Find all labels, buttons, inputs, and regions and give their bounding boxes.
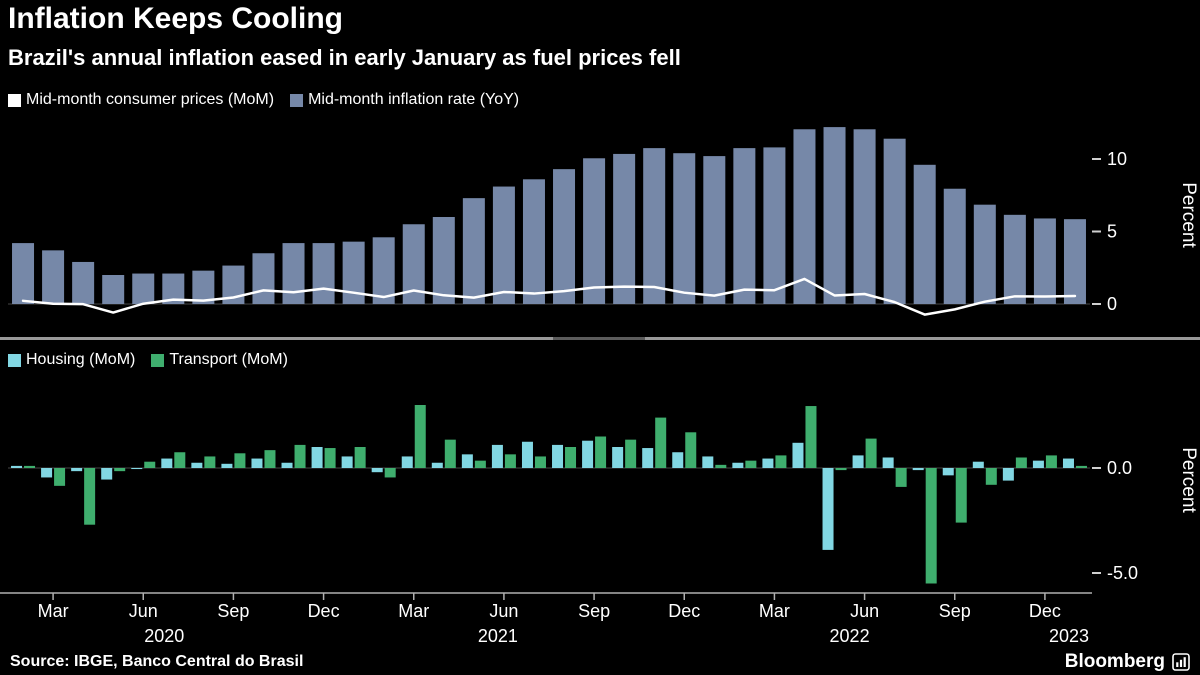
svg-text:Mar: Mar [398,601,429,621]
svg-text:Dec: Dec [308,601,340,621]
svg-text:0.0: 0.0 [1107,458,1132,478]
svg-text:Jun: Jun [489,601,518,621]
legend-label-consumer-prices: Mid-month consumer prices (MoM) [26,91,275,108]
svg-text:Mar: Mar [759,601,790,621]
svg-text:Percent: Percent [1178,447,1199,513]
divider-handle [553,337,645,340]
page-subtitle: Brazil's annual inflation eased in early… [8,45,681,70]
legend-swatch-transport [151,353,165,367]
bloomberg-terminal-icon [1172,652,1190,671]
chart-divider [0,337,1200,340]
legend-swatch-housing [8,353,21,367]
legend-swatch-consumer-prices [8,93,21,107]
legend-label-transport: Transport (MoM) [169,351,288,368]
svg-text:2022: 2022 [830,626,870,646]
bloomberg-wordmark: Bloomberg [1064,650,1165,672]
bloomberg-logo: Bloomberg [1065,651,1190,673]
legend-label-housing: Housing (MoM) [26,351,136,368]
svg-text:Jun: Jun [850,601,879,621]
svg-text:Sep: Sep [217,601,249,621]
housing-transport-bar-chart: 0.0 -5.0 Percent Mar Jun Sep Dec Mar Jun Sep Dec Ma… [0,405,1199,646]
svg-text:Mar: Mar [38,601,69,621]
svg-text:-5.0: -5.0 [1107,563,1138,583]
source-note: Source: IBGE, Banco Central do Brasil [10,652,304,670]
svg-text:Dec: Dec [1029,601,1061,621]
svg-text:Percent: Percent [1178,182,1199,248]
legend-label-inflation-rate: Mid-month inflation rate (YoY) [308,91,520,108]
svg-text:2021: 2021 [478,626,518,646]
legend-bottom-chart: Housing (MoM) Transport (MoM) [8,351,304,369]
svg-text:Jun: Jun [129,601,158,621]
svg-text:Dec: Dec [668,601,700,621]
svg-text:2020: 2020 [144,626,184,646]
svg-text:Sep: Sep [578,601,610,621]
svg-text:5: 5 [1107,222,1117,242]
yoy-inflation-bar-line-chart: 0 5 10 Percent [8,127,1199,316]
legend-swatch-inflation-rate [290,93,304,107]
footer-bar: Source: IBGE, Banco Central do Brasil Bl… [0,648,1200,675]
svg-text:0: 0 [1107,294,1117,314]
page-title: Inflation Keeps Cooling [8,2,343,35]
svg-text:2023: 2023 [1049,626,1089,646]
legend-top-chart: Mid-month consumer prices (MoM) Mid-mont… [8,91,535,109]
svg-text:10: 10 [1107,149,1127,169]
svg-text:Sep: Sep [939,601,971,621]
